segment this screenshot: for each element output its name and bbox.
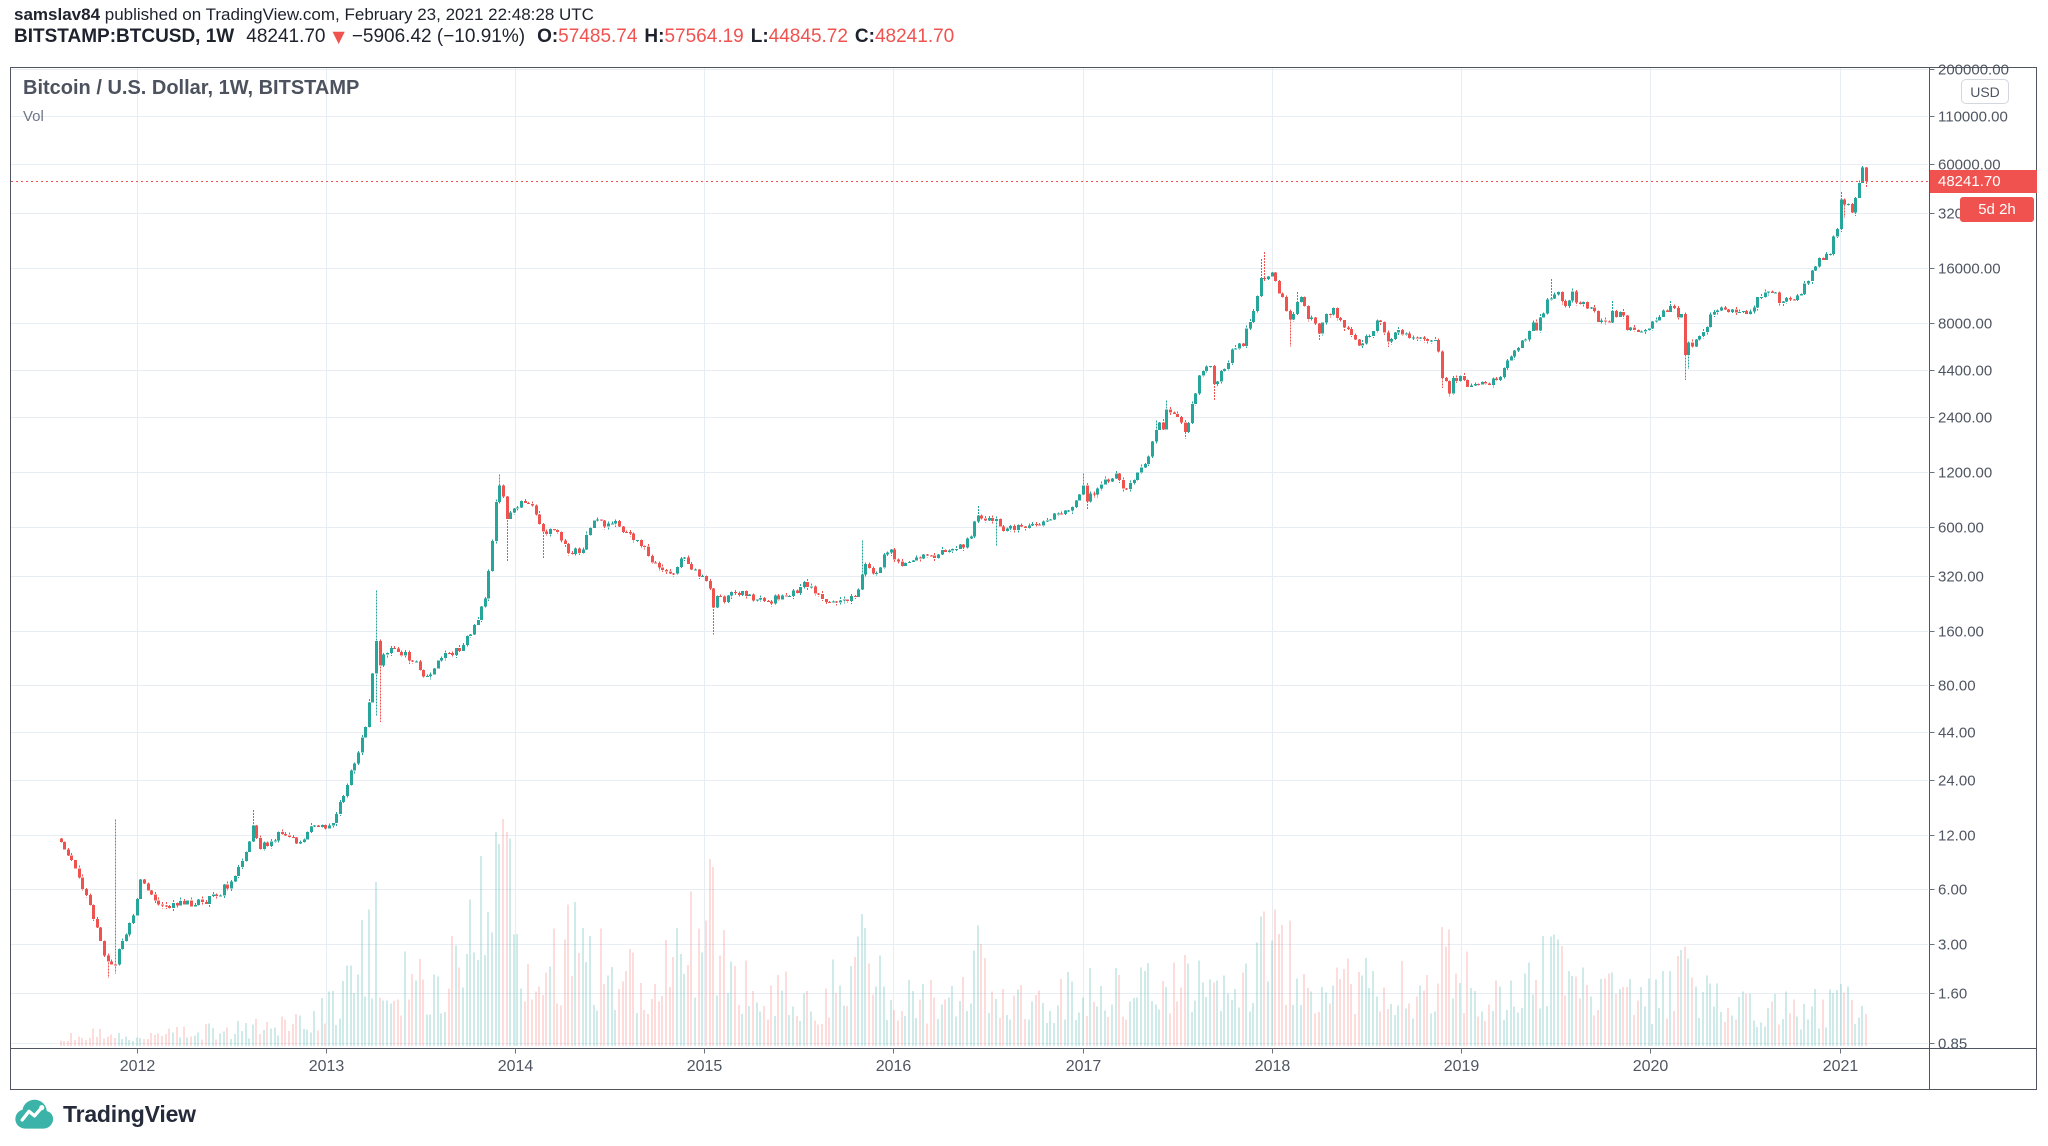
publish-info-text: published on TradingView.com, February 2… (100, 5, 594, 24)
high-value: 57564.19 (664, 26, 744, 47)
open-value: 57485.74 (558, 26, 638, 47)
price-tick-label: 8000.00 (1938, 315, 1993, 332)
year-tick-label: 2021 (1822, 1058, 1859, 1075)
currency-toggle-button[interactable]: USD (1961, 79, 2009, 104)
volume-indicator-label: Vol (23, 108, 44, 125)
year-tick-label: 2018 (1254, 1058, 1291, 1075)
tradingview-logo-icon (15, 1099, 54, 1129)
price-tick-label: 110000.00 (1938, 108, 2008, 125)
price-tick-label: 1200.00 (1938, 464, 1993, 481)
year-tick-label: 2014 (497, 1058, 534, 1075)
price-change: −5906.42 (−10.91%) (351, 26, 526, 47)
price-tick-label: 12.00 (1938, 827, 1976, 844)
price-tick-label: 2400.00 (1938, 409, 1993, 426)
year-tick-label: 2015 (686, 1058, 723, 1075)
price-tick-label: 3.00 (1938, 936, 1968, 953)
close-value: 48241.70 (874, 26, 955, 47)
down-triangle-icon: ▼ (332, 27, 345, 46)
price-tick-label: 80.00 (1938, 677, 1976, 694)
year-tick-label: 2016 (875, 1058, 912, 1075)
price-tick-label: 44.00 (1938, 724, 1976, 741)
chart-legend: Bitcoin / U.S. Dollar, 1W, BITSTAMP Vol (23, 77, 359, 125)
year-tick-label: 2020 (1632, 1058, 1669, 1075)
price-tick-label: 16000.00 (1938, 260, 2001, 277)
tradingview-brand[interactable]: TradingView (14, 1099, 196, 1130)
bar-countdown-badge: 5d 2h (1960, 197, 2034, 222)
price-tick-label: 160.00 (1938, 623, 1984, 640)
price-tick-label: 600.00 (1938, 519, 1984, 536)
year-tick-label: 2017 (1065, 1058, 1102, 1075)
symbol-status-line: BITSTAMP:BTCUSD, 1W 48241.70 ▼ −5906.42 (−1… (14, 26, 954, 48)
tradingview-logo-text: TradingView (63, 1101, 196, 1127)
symbol-name: BITSTAMP:BTCUSD, 1W (14, 26, 235, 47)
year-tick-label: 2019 (1443, 1058, 1480, 1075)
price-tick-label: 24.00 (1938, 772, 1976, 789)
price-tick-label: 60000.00 (1938, 156, 2001, 173)
price-tick-label: 200000.00 (1938, 61, 2009, 78)
price-tick-label: 6.00 (1938, 881, 1968, 898)
publish-info-line: samslav84 published on TradingView.com, … (14, 5, 594, 25)
price-tick-label: 320.00 (1938, 568, 1984, 585)
high-label: H: (644, 26, 665, 47)
year-tick-label: 2012 (119, 1058, 156, 1075)
chart-title: Bitcoin / U.S. Dollar, 1W, BITSTAMP (23, 77, 360, 99)
current-price-tag: 48241.70 (1930, 170, 2037, 193)
price-tick-label: 4400.00 (1938, 362, 1993, 379)
price-tick-label: 1.60 (1938, 985, 1968, 1002)
open-label: O: (537, 26, 559, 47)
year-tick-label: 2013 (308, 1058, 345, 1075)
close-label: C: (854, 26, 875, 47)
last-price: 48241.70 (246, 26, 326, 47)
low-value: 44845.72 (768, 26, 848, 47)
author-username: samslav84 (14, 5, 101, 24)
low-label: L: (750, 26, 769, 47)
price-tick-label: 0.85 (1938, 1035, 1968, 1052)
